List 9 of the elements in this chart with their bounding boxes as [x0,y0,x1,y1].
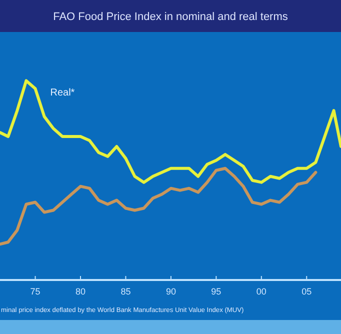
x-tick-label: 95 [211,286,222,296]
x-tick-label: 85 [120,286,131,296]
chart-title: FAO Food Price Index in nominal and real terms [53,11,288,23]
series-label: Real* [50,88,75,99]
x-tick-label: 05 [302,286,312,296]
x-tick-label: 00 [256,286,266,296]
x-tick-label: 80 [75,286,86,296]
x-tick-label: 90 [166,286,176,296]
x-tick-label: 75 [30,286,40,296]
